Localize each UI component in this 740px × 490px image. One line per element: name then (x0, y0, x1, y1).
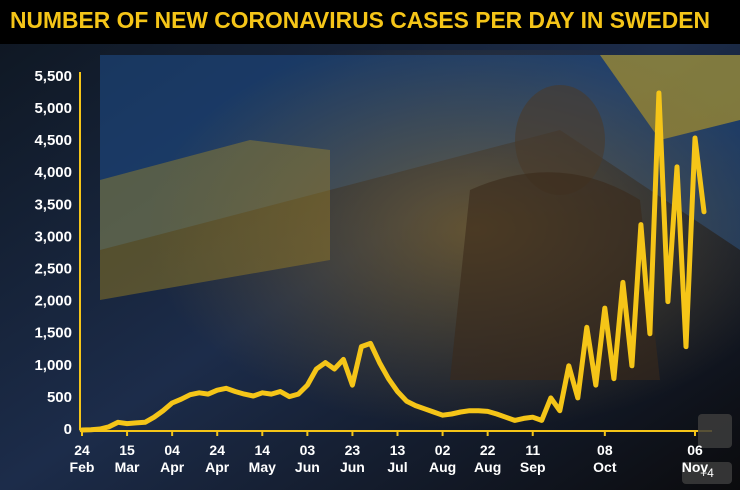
x-tick-label: 13 Jul (387, 442, 408, 475)
x-tick-label: 22 Aug (474, 442, 502, 475)
x-tick-label: 08 Oct (593, 442, 617, 475)
y-tick-label: 0 (64, 421, 72, 438)
x-tick-label: 02 Aug (428, 442, 457, 475)
gallery-badge[interactable]: +4 (682, 462, 732, 484)
x-tick-label: 24 Feb (69, 442, 95, 475)
y-tick-label: 4,000 (34, 164, 72, 181)
x-tick-label: 23 Jun (339, 442, 365, 475)
y-tick-label: 1,000 (34, 357, 72, 374)
x-tick-label: 03 Jun (294, 442, 320, 475)
y-tick-label: 500 (47, 389, 72, 406)
y-tick-label: 3,000 (34, 228, 72, 245)
title-bar (0, 0, 740, 44)
share-button[interactable] (698, 414, 732, 448)
y-tick-label: 5,000 (34, 100, 72, 117)
x-tick-label: 24 Apr (205, 442, 230, 475)
y-tick-label: 2,500 (34, 261, 72, 278)
y-tick-label: 3,500 (34, 196, 72, 213)
x-tick-label: 04 Apr (160, 442, 185, 475)
x-tick-label: 15 Mar (114, 442, 140, 475)
x-tick-label: 06 Nov (681, 442, 709, 475)
x-tick-label: 11 Sep (519, 442, 546, 475)
y-tick-label: 2,000 (34, 293, 72, 310)
y-tick-label: 4,500 (34, 132, 72, 149)
x-tick-label: 14 May (248, 442, 276, 475)
y-tick-label: 5,500 (34, 68, 72, 85)
y-tick-label: 1,500 (34, 325, 72, 342)
chart-title: NUMBER OF NEW CORONAVIRUS CASES PER DAY … (10, 7, 710, 33)
line (79, 90, 707, 433)
photo-figure (515, 85, 605, 195)
